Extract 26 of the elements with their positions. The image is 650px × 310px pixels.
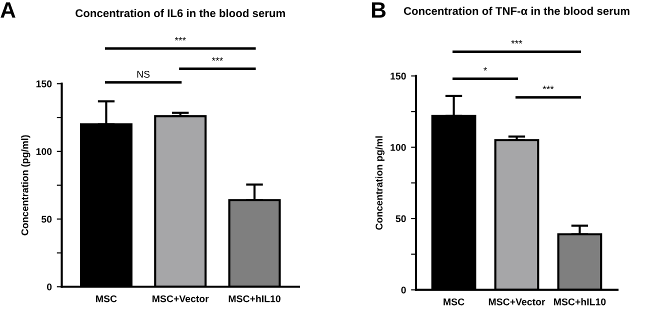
x-tick-label: MSC+Vector bbox=[152, 295, 209, 302]
text: NS bbox=[137, 70, 150, 78]
y-tick-label: 150 bbox=[36, 80, 52, 88]
text: A bbox=[0, 2, 16, 18]
y-tick-label: 150 bbox=[390, 72, 406, 80]
y-tick-label: 50 bbox=[396, 215, 406, 222]
x-tick-label: MSC+Vector bbox=[488, 298, 546, 306]
y-tick-label: 0 bbox=[401, 286, 406, 294]
text: *** bbox=[174, 37, 186, 41]
chart-title: Concentration of TNF-α in the blood serum bbox=[404, 6, 630, 15]
y-tick-label: 100 bbox=[36, 148, 52, 155]
y-tick-label: 100 bbox=[390, 144, 406, 151]
text: *** bbox=[511, 40, 522, 44]
text: * bbox=[484, 67, 488, 71]
x-tick-label: MSC bbox=[444, 298, 464, 306]
x-tick-label: MSC bbox=[96, 295, 117, 302]
y-tick-label: 0 bbox=[47, 283, 52, 290]
y-axis-title: Concentration pg/ml bbox=[375, 136, 385, 230]
y-tick-label: 50 bbox=[42, 216, 52, 223]
chart-title: Concentration of IL6 in the blood serum bbox=[76, 8, 285, 18]
x-tick-label: MSC+hIL10 bbox=[554, 298, 606, 306]
text: *** bbox=[212, 57, 223, 61]
text: B bbox=[372, 2, 386, 18]
y-axis-title: Concentration (pg/ml) bbox=[21, 135, 30, 236]
annotation: *** bbox=[542, 86, 554, 90]
x-tick-label: MSC+hIL10 bbox=[228, 295, 280, 302]
